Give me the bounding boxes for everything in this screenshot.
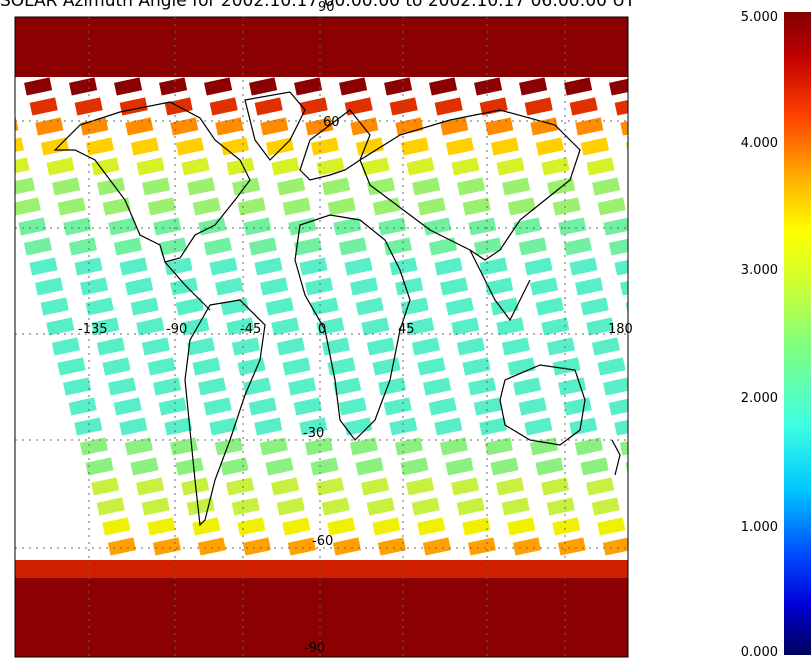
- map-title: SOLAR Azimuth Angle for 2002.10.17 00:00…: [0, 0, 636, 11]
- lat-label-m30: -30: [303, 426, 324, 441]
- lat-label-m60: -60: [312, 534, 333, 549]
- lat-label-90: 90: [318, 0, 335, 15]
- australia-outline: [499, 364, 586, 446]
- colorbar: [784, 12, 811, 655]
- lat-label-m90: -90: [304, 641, 325, 656]
- lon-label-0: 0: [318, 322, 326, 337]
- lon-label-m90: -90: [166, 322, 187, 337]
- new-zealand-outline: [611, 439, 621, 476]
- satellite-swaths: [15, 17, 628, 657]
- lon-label-180: 180: [608, 322, 633, 337]
- graticule-labels: 90 60 -135 -90 -45 0 45 180 -30 -60 -90: [78, 0, 633, 656]
- south-america-outline: [184, 299, 266, 527]
- lon-label-45: 45: [398, 322, 415, 337]
- asia-outline: [359, 109, 581, 261]
- colorbar-tick-1: 1.000: [740, 520, 778, 535]
- central-america-outline: [164, 261, 211, 311]
- lat-label-60n: 60: [323, 115, 340, 130]
- colorbar-tick-4: 4.000: [740, 136, 778, 151]
- graticule: [15, 17, 628, 657]
- continent-outlines: [53, 91, 621, 527]
- greenland-outline: [244, 91, 306, 161]
- europe-outline: [299, 109, 371, 181]
- map-frame: [14, 16, 629, 658]
- colorbar-tick-5: 5.000: [740, 10, 778, 25]
- colorbar-tick-2: 2.000: [740, 391, 778, 406]
- colorbar-tick-3: 3.000: [740, 263, 778, 278]
- lon-label-m135: -135: [78, 322, 108, 337]
- southeast-asia-outline: [469, 249, 531, 322]
- lon-label-m45: -45: [240, 322, 261, 337]
- north-america-outline: [53, 101, 251, 263]
- africa-outline: [294, 214, 411, 441]
- colorbar-tick-0: 0.000: [740, 645, 778, 660]
